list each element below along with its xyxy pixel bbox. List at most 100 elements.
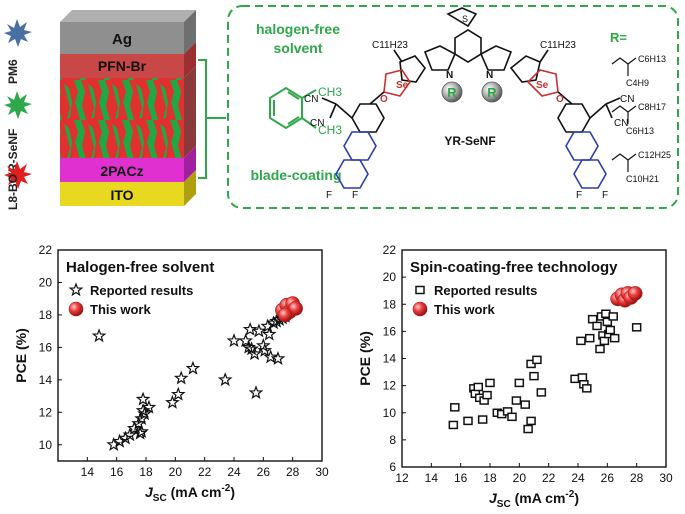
atom-cn-2: CN [310, 118, 324, 129]
data-point [463, 416, 473, 426]
molecule-panel-border [227, 5, 679, 209]
layer-ito-label: ITO [110, 187, 133, 203]
x-tick-label: 28 [286, 465, 300, 479]
l8-bo-label: L8-BO [6, 174, 20, 210]
x-tick-label: 22 [198, 465, 212, 479]
data-point [577, 373, 588, 382]
data-point [278, 307, 293, 323]
data-point [477, 415, 488, 424]
atom-n-right: N [486, 70, 493, 81]
atom-n-left: N [446, 70, 453, 81]
x-tick-label: 16 [110, 465, 124, 479]
atom-s: S [462, 14, 468, 24]
y-axis-label: PCE (%) [357, 331, 373, 385]
x-tick-label: 24 [227, 465, 241, 479]
legend-label: Reported results [434, 283, 537, 298]
y-tick-label: 20 [383, 270, 397, 284]
atom-se-right: Se [536, 80, 549, 91]
molecule-panel: halogen-free solvent CH3 CH3 blade-coati… [227, 5, 679, 209]
x-axis-label: JSC (mA cm-2) [489, 489, 579, 510]
r-option-1: C6H13 C4H9 [611, 54, 666, 88]
data-point [134, 424, 149, 439]
pm6-blob-icon [4, 19, 32, 47]
x-tick-label: 28 [630, 471, 644, 485]
data-point [602, 317, 613, 327]
xylene-ch3-bottom: CH3 [318, 123, 342, 137]
y-tick-label: 20 [39, 275, 53, 289]
r-option-3-a: C12H25 [638, 150, 671, 160]
chart-title: Spin-coating-free technology [410, 259, 618, 276]
layer-pfn-br: PFN-Br [60, 42, 196, 78]
y-axis-label: PCE (%) [13, 328, 29, 382]
data-point [532, 355, 542, 365]
xylene-ch3-top: CH3 [318, 85, 342, 99]
x-tick-label: 30 [659, 471, 673, 485]
atom-o-right: O [556, 94, 564, 105]
data-point [511, 396, 522, 405]
x-tick-label: 30 [315, 465, 329, 479]
data-point [251, 323, 267, 338]
y-tick-label: 18 [383, 297, 397, 311]
side-label-l8-bo: L8-BO [4, 161, 32, 210]
data-point [238, 333, 254, 348]
data-point [482, 390, 492, 400]
legend-marker [415, 285, 425, 295]
molecule-name: YR-SeNF [444, 134, 495, 148]
layer-2pacz-label: 2PACz [100, 163, 143, 179]
yr-senf-structure [321, 7, 621, 189]
layer-bracket [198, 59, 226, 179]
x-tick-label: 14 [425, 471, 439, 485]
r-option-3: C12H25 C10H21 [611, 150, 671, 184]
data-point [173, 370, 189, 385]
x-tick-label: 26 [601, 471, 615, 485]
data-point [132, 425, 148, 440]
data-point [595, 344, 605, 354]
x-tick-label: 22 [542, 471, 556, 485]
data-point [226, 333, 242, 348]
r-option-2-b: C6H13 [626, 126, 654, 136]
data-point [106, 437, 122, 452]
data-point [608, 312, 618, 321]
data-point [122, 427, 138, 442]
y-tick-label: 22 [39, 243, 53, 257]
data-point [523, 424, 533, 434]
data-point [609, 333, 620, 343]
data-point [91, 328, 107, 343]
x-tick-label: 16 [454, 471, 468, 485]
l8-bo-blob-icon [4, 161, 32, 189]
data-point [514, 378, 525, 388]
x-tick-label: 12 [395, 471, 409, 485]
r-group-right-label: R [487, 85, 497, 100]
data-point [605, 325, 616, 335]
y-tick-label: 12 [383, 379, 397, 393]
r-group-left-icon [441, 81, 463, 103]
data-point [135, 391, 151, 406]
r-option-2: C8H17 C6H13 [611, 102, 666, 136]
data-point [141, 399, 157, 414]
chart-title: Halogen-free solvent [66, 259, 214, 276]
r-option-1-b: C4H9 [626, 78, 649, 88]
data-point [242, 321, 258, 336]
pm6-label: PM6 [6, 59, 20, 84]
x-tick-label: 14 [81, 465, 95, 479]
data-point [450, 403, 460, 412]
data-point [473, 382, 484, 392]
y-tick-label: 22 [383, 243, 397, 257]
data-point [137, 406, 152, 421]
y-tick-label: 10 [383, 406, 397, 420]
data-point [263, 349, 278, 364]
y-tick-label: 14 [39, 373, 53, 387]
atom-cn-3: CN [620, 94, 634, 105]
layer-ito: ITO [60, 170, 196, 206]
y-tick-label: 14 [383, 352, 397, 366]
solvent-label-2: solvent [273, 40, 322, 56]
x-tick-label: 24 [571, 471, 585, 485]
legend-marker [68, 282, 84, 297]
y-tick-label: 10 [39, 438, 53, 452]
x-tick-label: 20 [169, 465, 183, 479]
atom-cn-4: CN [614, 118, 628, 129]
data-point [631, 323, 642, 332]
data-point [185, 360, 201, 375]
atom-cn-1: CN [304, 94, 318, 105]
x-tick-label: 18 [483, 471, 497, 485]
